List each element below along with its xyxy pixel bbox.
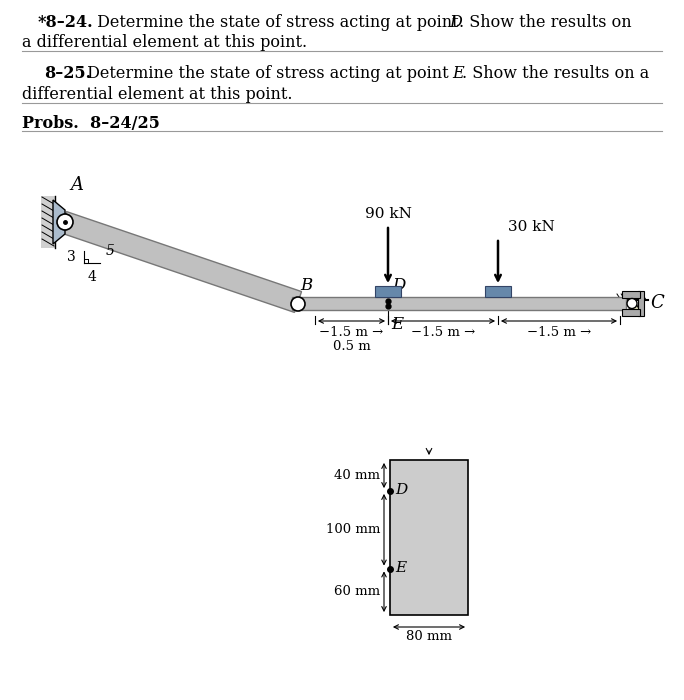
Text: 60 mm: 60 mm — [334, 585, 380, 598]
Polygon shape — [622, 291, 640, 298]
Text: D: D — [395, 483, 407, 497]
Polygon shape — [625, 300, 643, 316]
Text: −1.5 m →: −1.5 m → — [411, 326, 475, 339]
Text: Determine the state of stress acting at point: Determine the state of stress acting at … — [82, 65, 453, 82]
Text: . Show the results on a: . Show the results on a — [462, 65, 649, 82]
Text: 0.5 m: 0.5 m — [332, 340, 370, 353]
Text: 90 kN: 90 kN — [365, 207, 412, 221]
Text: C: C — [650, 295, 663, 312]
Polygon shape — [622, 309, 640, 316]
Polygon shape — [485, 286, 511, 297]
Text: −1.5 m →: −1.5 m → — [527, 326, 591, 339]
Text: 80 mm: 80 mm — [406, 630, 452, 643]
Text: 3: 3 — [67, 250, 76, 264]
Polygon shape — [375, 286, 401, 297]
Text: 40 mm: 40 mm — [334, 469, 380, 482]
Text: Probs.  8–24/25: Probs. 8–24/25 — [22, 115, 160, 132]
Text: 8–25.: 8–25. — [44, 65, 91, 82]
Text: −1.5 m →: −1.5 m → — [319, 326, 384, 339]
Text: a differential element at this point.: a differential element at this point. — [22, 34, 307, 51]
Text: D: D — [449, 14, 462, 31]
Circle shape — [291, 297, 305, 311]
Text: D: D — [392, 277, 406, 294]
Text: E: E — [452, 65, 464, 82]
Text: 5: 5 — [106, 244, 115, 258]
Text: B: B — [300, 277, 313, 294]
Text: A: A — [70, 176, 83, 194]
Polygon shape — [53, 200, 65, 244]
Text: E: E — [391, 316, 403, 333]
Text: E: E — [395, 561, 406, 575]
Text: . Show the results on: . Show the results on — [459, 14, 631, 31]
Circle shape — [627, 298, 637, 309]
Polygon shape — [638, 291, 644, 316]
Circle shape — [57, 214, 73, 230]
Text: 4: 4 — [88, 270, 96, 284]
Polygon shape — [390, 460, 468, 615]
Polygon shape — [41, 196, 55, 248]
Text: Determine the state of stress acting at point: Determine the state of stress acting at … — [92, 14, 464, 31]
Polygon shape — [292, 297, 626, 310]
Text: *8–24.: *8–24. — [38, 14, 94, 31]
Text: 100 mm: 100 mm — [326, 524, 380, 536]
Text: differential element at this point.: differential element at this point. — [22, 86, 293, 103]
Text: 30 kN: 30 kN — [508, 220, 555, 234]
Polygon shape — [60, 211, 302, 312]
